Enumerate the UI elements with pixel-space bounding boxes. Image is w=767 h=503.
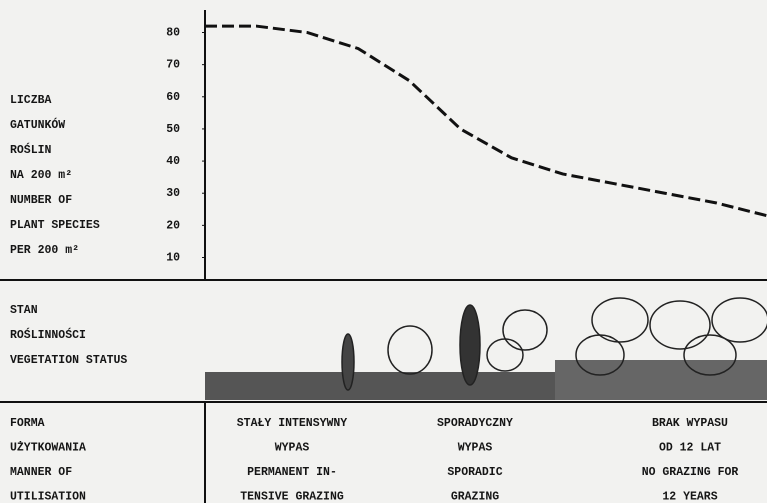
column-label: PERMANENT IN- <box>247 466 337 479</box>
y-axis-label: GATUNKÓW <box>10 118 65 132</box>
row-label: FORMA <box>10 417 45 430</box>
y-axis-label: LICZBA <box>10 94 52 107</box>
row-label: MANNER OF <box>10 466 72 479</box>
row-label: ROŚLINNOŚCI <box>10 328 86 342</box>
y-tick-label: 70 <box>166 59 180 72</box>
row-label: UŻYTKOWANIA <box>10 442 86 455</box>
row-label: STAN <box>10 304 38 317</box>
y-axis-label: NA 200 m² <box>10 169 72 182</box>
y-tick-label: 80 <box>166 27 180 40</box>
y-tick-label: 20 <box>166 219 180 232</box>
column-label: STAŁY INTENSYWNY <box>237 417 348 430</box>
y-tick-label: 30 <box>166 187 180 200</box>
column-label: OD 12 LAT <box>659 442 721 455</box>
y-axis-label: ROŚLIN <box>10 143 52 157</box>
figure: LICZBA GATUNKÓW ROŚLIN NA 200 m² NUMBER OF PL… <box>0 0 767 503</box>
row-label: UTILISATION <box>10 491 86 503</box>
y-axis-label: PER 200 m² <box>10 244 79 257</box>
y-tick-label: 50 <box>166 123 180 136</box>
y-axis-label: NUMBER OF <box>10 194 72 207</box>
y-tick-label: 60 <box>166 91 180 104</box>
column-label: SPORADIC <box>447 466 502 479</box>
column-label: BRAK WYPASU <box>652 417 728 430</box>
column-label: SPORADYCZNY <box>437 417 513 430</box>
y-tick-label: 10 <box>166 252 180 265</box>
y-axis-label: PLANT SPECIES <box>10 219 100 232</box>
column-label: NO GRAZING FOR <box>642 466 739 479</box>
column-label: WYPAS <box>458 442 493 455</box>
row-label: VEGETATION STATUS <box>10 354 127 367</box>
column-label: TENSIVE GRAZING <box>240 491 344 503</box>
y-tick-label: 40 <box>166 155 180 168</box>
column-label: WYPAS <box>275 442 310 455</box>
column-label: 12 YEARS <box>662 491 717 503</box>
column-label: GRAZING <box>451 491 499 503</box>
